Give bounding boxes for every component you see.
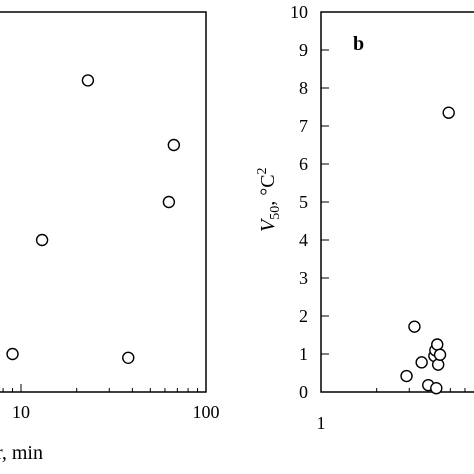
panel-b-frame: [320, 11, 474, 393]
panel-a-x-tick-label: 10: [12, 402, 30, 422]
panel-b-data-point: [431, 358, 445, 371]
panel-b-y-tick-label: 8: [299, 78, 308, 98]
panel-a-points: [6, 74, 181, 364]
panel-b-y-tick-label: 2: [299, 306, 308, 326]
panel-b-data-point: [431, 338, 444, 351]
panel-a-data-point: [162, 195, 176, 209]
ylabel-main: V: [257, 217, 279, 232]
panel-b-data-point: [430, 382, 443, 395]
ylabel-sub: 50: [268, 206, 283, 220]
panel-a-x-tick-label: 100: [193, 402, 220, 422]
panel-b-y-tick-label: 3: [299, 268, 308, 288]
panel-b-y-tick-label: 10: [290, 2, 308, 22]
panel-a-data-point: [6, 347, 19, 361]
panel-a-data-point: [167, 138, 181, 152]
panel-b-y-tick-label: 4: [299, 230, 308, 250]
panel-a-ticks: 10 100: [2, 384, 220, 422]
panel-b-y-tick-label: 9: [299, 40, 308, 60]
panel-b-data-point: [442, 106, 455, 119]
panel-a-data-point: [122, 351, 135, 364]
panel-a-x-axis-title: r, min: [0, 442, 43, 464]
panel-a: 10 100 r, min: [0, 11, 220, 464]
panel-b-data-point: [400, 369, 413, 383]
panel-b-letter: b: [353, 33, 364, 55]
ylabel-sup: 2: [255, 167, 270, 174]
panel-b-data-point: [415, 356, 428, 369]
panel-a-data-point: [35, 233, 49, 247]
ylabel-unit: , °C: [257, 174, 279, 205]
panel-a-data-point: [81, 74, 95, 87]
panel-b-y-tick-label: 5: [299, 192, 308, 212]
panel-b-y-axis-title: V50, °C2: [255, 167, 283, 232]
panel-b-y-tick-label: 1: [299, 344, 308, 364]
panel-b-y-tick-label: 0: [299, 382, 308, 402]
panel-b-y-tick-label: 6: [299, 154, 308, 174]
panel-b-points: [400, 106, 455, 395]
panel-b-data-point: [433, 348, 447, 361]
panel-b-y-tick-label: 7: [299, 116, 308, 136]
panel-a-frame: [0, 11, 207, 393]
panel-b-data-point: [408, 320, 421, 333]
panel-b-x-tick-label: 1: [317, 413, 326, 433]
